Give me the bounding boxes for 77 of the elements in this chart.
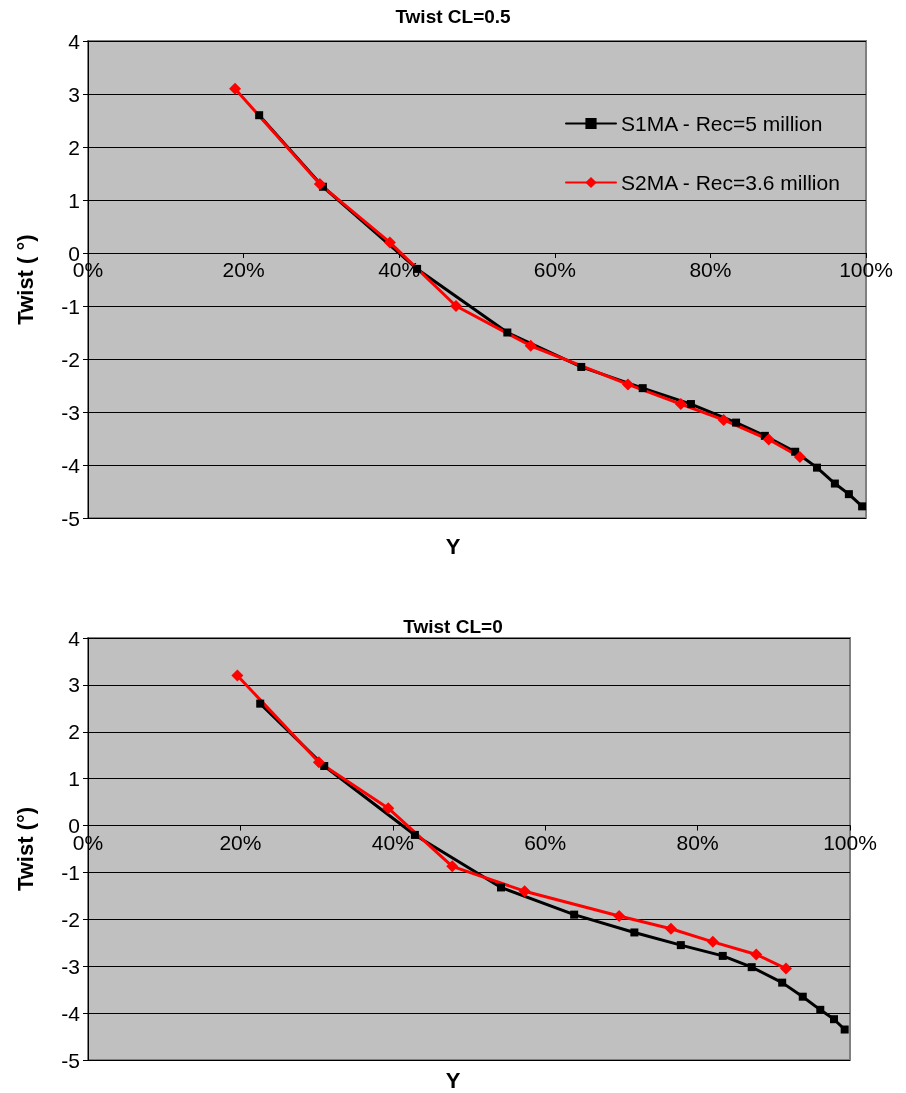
point: [570, 910, 579, 919]
point: [798, 992, 807, 1001]
y-tick-label: -2: [61, 347, 80, 371]
point: [256, 699, 265, 708]
y-tick-label: 4: [68, 626, 81, 650]
y-tick-label: 2: [68, 720, 80, 744]
x-axis-title: Y: [445, 1067, 461, 1093]
legend-label: S1MA - Rec=5 million: [621, 112, 823, 135]
legend-label: S2MA - Rec=3.6 million: [621, 171, 840, 194]
point: [686, 400, 695, 409]
y-tick-label: 3: [68, 82, 80, 106]
point: [750, 948, 763, 961]
point: [229, 82, 242, 95]
point: [793, 451, 806, 464]
x-tick-label: 20%: [222, 258, 265, 281]
y-tick-label: -5: [61, 1048, 80, 1072]
point: [613, 910, 626, 923]
point: [524, 339, 537, 352]
y-tick-label: -2: [61, 907, 80, 931]
x-tick-label: 80%: [689, 258, 732, 281]
x-tick-label: 40%: [371, 830, 414, 854]
point: [313, 178, 326, 191]
point: [717, 413, 730, 426]
point: [732, 418, 741, 427]
point: [664, 922, 677, 935]
y-tick-label: 1: [68, 767, 80, 791]
y-tick-label: -1: [61, 860, 80, 884]
point: [706, 935, 719, 948]
y-axis-title: Twist ( °): [12, 234, 38, 325]
y-tick-label: -4: [61, 1001, 81, 1025]
point: [840, 1025, 849, 1034]
y-tick-label: 3: [68, 673, 80, 697]
point: [383, 236, 396, 249]
point: [518, 885, 531, 898]
point: [255, 111, 264, 120]
point: [577, 362, 586, 371]
x-tick-label: 60%: [524, 830, 567, 854]
x-tick-label: 100%: [823, 830, 877, 854]
point: [816, 1005, 825, 1014]
point: [382, 802, 395, 815]
point: [312, 756, 325, 769]
x-axis-title: Y: [445, 533, 461, 559]
point: [231, 669, 244, 682]
point: [449, 300, 462, 312]
chart-title: Twist CL=0.5: [395, 6, 512, 27]
point: [830, 1015, 838, 1024]
point: [830, 479, 839, 488]
point: [858, 502, 867, 511]
point: [638, 384, 647, 393]
y-tick-label: 1: [68, 188, 80, 212]
y-tick-label: -1: [61, 294, 80, 318]
point: [621, 378, 634, 391]
point: [844, 490, 853, 499]
point: [779, 962, 792, 975]
point: [747, 963, 756, 972]
point: [778, 978, 787, 987]
chart-title: Twist CL=0: [403, 616, 503, 637]
y-tick-label: 4: [68, 29, 81, 53]
point: [762, 433, 775, 446]
point: [446, 860, 459, 873]
point: [718, 951, 727, 960]
x-tick-label: 20%: [219, 830, 262, 854]
point: [812, 463, 821, 472]
y-tick-label: -3: [61, 954, 80, 978]
y-tick-label: -5: [61, 506, 80, 530]
point: [497, 883, 505, 892]
point: [503, 328, 512, 337]
x-tick-label: 80%: [676, 830, 719, 854]
y-axis-title: Twist (°): [12, 806, 38, 892]
y-tick-label: -3: [61, 400, 80, 424]
x-tick-label: 60%: [533, 258, 576, 281]
x-tick-label: 100%: [839, 258, 893, 281]
point: [630, 928, 639, 937]
point: [674, 398, 687, 411]
y-tick-label: 2: [68, 135, 80, 159]
y-tick-label: -4: [61, 453, 81, 477]
point: [676, 941, 685, 950]
